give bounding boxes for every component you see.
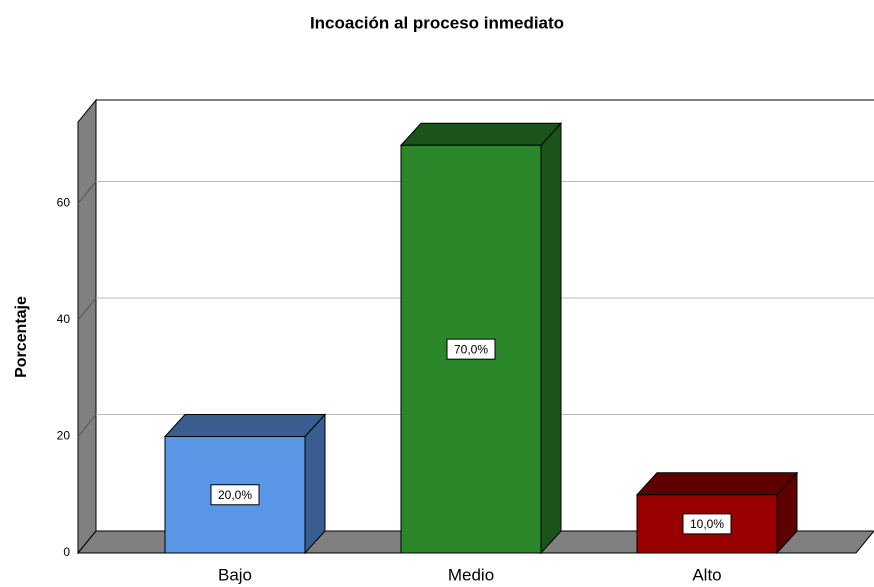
- chart-title: Incoación al proceso inmediato: [310, 13, 564, 32]
- grid-line-side: [77, 181, 97, 204]
- x-tick-label: Medio: [448, 565, 494, 584]
- value-label-box: [446, 338, 496, 360]
- x-tick-label: Bajo: [218, 565, 252, 584]
- value-label: 10,0%: [690, 517, 724, 531]
- y-tick-label: 60: [57, 196, 71, 210]
- x-tick-label: Alto: [692, 565, 721, 584]
- bar-top: [163, 414, 327, 438]
- y-tick-label: 20: [57, 429, 71, 443]
- y-tick-label: 0: [63, 545, 70, 559]
- value-label: 70,0%: [454, 342, 488, 356]
- bar-top: [635, 472, 799, 496]
- value-label: 20,0%: [218, 488, 252, 502]
- value-label-box: [210, 484, 260, 506]
- left-wall: [77, 98, 97, 555]
- value-label-box: [682, 513, 732, 535]
- grid-line-side: [77, 414, 97, 437]
- grid-line-side: [77, 297, 97, 321]
- bar-top: [399, 122, 563, 146]
- bar-side: [304, 413, 326, 555]
- bar-side: [540, 122, 562, 555]
- y-tick-label: 40: [57, 312, 71, 326]
- y-axis-label: Porcentaje: [13, 296, 30, 378]
